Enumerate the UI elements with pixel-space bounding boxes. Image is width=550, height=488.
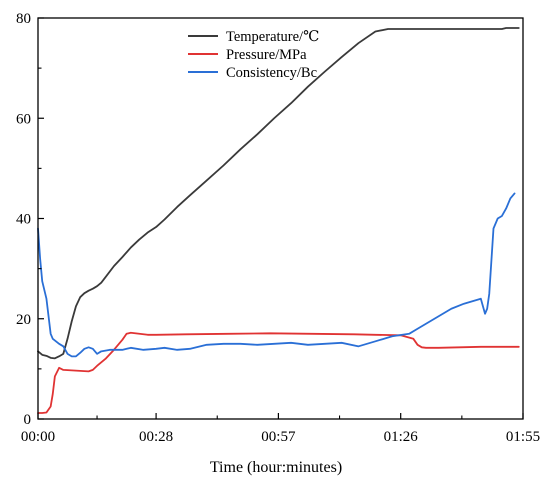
x-tick-label: 00:28 xyxy=(139,429,173,445)
x-tick-label: 00:00 xyxy=(21,429,55,445)
legend-label-2: Pressure/MPa xyxy=(226,47,307,63)
series-line-2 xyxy=(37,331,520,414)
y-tick-label: 20 xyxy=(16,312,31,328)
x-tick-label: 01:55 xyxy=(506,429,540,445)
plot-area xyxy=(38,18,523,419)
y-tick-label: 40 xyxy=(16,212,31,228)
plot-background xyxy=(38,18,523,419)
y-tick-label: 80 xyxy=(16,11,31,27)
legend: Temperature/℃ Pressure/MPa Consistency/Bc xyxy=(188,29,319,81)
y-tick-label: 60 xyxy=(16,111,31,127)
series-line-1 xyxy=(37,27,520,360)
y-tick-label: 0 xyxy=(24,412,32,428)
x-tick-label: 01:26 xyxy=(384,429,419,445)
legend-label-3: Consistency/Bc xyxy=(226,65,317,81)
x-axis-title: Time (hour:minutes) xyxy=(210,459,342,476)
x-tick-label: 00:57 xyxy=(261,429,296,445)
legend-label-1: Temperature/℃ xyxy=(226,29,319,45)
series-layer xyxy=(37,27,520,414)
series-line-3 xyxy=(37,192,516,358)
axes-layer: 0 20 40 60 80 00:00 00:28 00:57 01:26 01:55 xyxy=(16,11,540,445)
